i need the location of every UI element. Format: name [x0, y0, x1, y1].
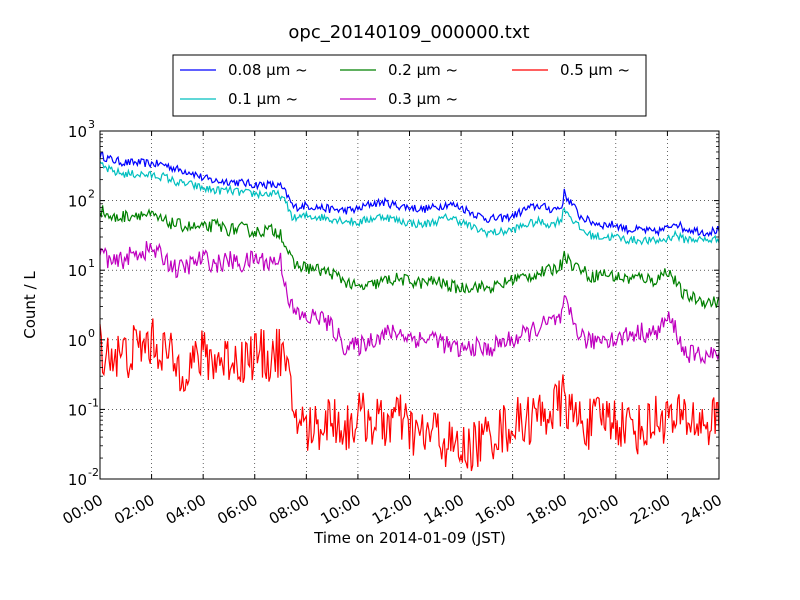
y-tick-base: 10: [68, 123, 87, 141]
legend-label: 0.2 μm ~: [388, 61, 458, 79]
y-tick-exponent: 2: [88, 188, 95, 201]
y-tick-label: 10: [68, 262, 87, 280]
x-tick-label: 06:00: [214, 491, 260, 528]
y-tick-label: 10: [68, 123, 87, 141]
series-line: [99, 241, 720, 365]
y-tick-base: 10: [68, 332, 87, 350]
legend-label: 0.1 μm ~: [228, 90, 298, 108]
x-tick-label: 08:00: [266, 491, 312, 528]
y-tick-base: 10: [68, 193, 87, 211]
chart-title: opc_20140109_000000.txt: [288, 22, 529, 43]
series-line: [99, 161, 720, 246]
y-tick-base: 10: [68, 471, 87, 489]
x-tick-label: 14:00: [421, 491, 467, 528]
y-tick-label: 10: [68, 401, 87, 419]
y-tick-exponent: -1: [88, 396, 99, 409]
x-tick-label: 16:00: [472, 491, 518, 528]
y-axis-label: Count / L: [21, 271, 39, 339]
y-tick-exponent: 1: [88, 257, 95, 270]
series-line: [99, 205, 720, 310]
x-tick-label: 04:00: [163, 491, 209, 528]
x-tick-label: 20:00: [575, 491, 621, 528]
plot-area: [99, 130, 720, 480]
y-tick-label: 10: [68, 193, 87, 211]
series-layer: [99, 151, 720, 472]
y-tick-base: 10: [68, 262, 87, 280]
legend-items: 0.08 μm ~ 0.1 μm ~ 0.2 μm ~ 0.3 μm ~ 0.5 μm …: [180, 61, 630, 108]
y-tick-exponent: 3: [88, 118, 95, 131]
x-tick-label: 22:00: [627, 491, 673, 528]
x-tick-label: 12:00: [369, 491, 415, 528]
x-axis-label: Time on 2014-01-09 (JST): [313, 529, 506, 547]
series-line: [99, 318, 720, 472]
legend-label: 0.3 μm ~: [388, 90, 458, 108]
legend-label: 0.5 μm ~: [560, 61, 630, 79]
y-tick-label: 10: [68, 332, 87, 350]
x-tick-label: 02:00: [111, 491, 157, 528]
x-tick-label: 18:00: [524, 491, 570, 528]
series-line: [99, 151, 720, 238]
y-tick-label: 10: [68, 471, 87, 489]
legend-frame: [172, 54, 647, 117]
y-tick-exponent: 0: [88, 327, 95, 340]
x-tick-labels: 00:00 02:00 04:00 06:00 08:00 10:00 12:00 14:00…: [60, 491, 725, 528]
y-tick-base: 10: [68, 401, 87, 419]
y-tick-exponent: -2: [88, 466, 99, 479]
legend-label: 0.08 μm ~: [228, 61, 308, 79]
x-tick-label: 00:00: [60, 491, 106, 528]
ticks: [99, 130, 720, 480]
x-tick-label: 10:00: [317, 491, 363, 528]
legend: 0.08 μm ~ 0.1 μm ~ 0.2 μm ~ 0.3 μm ~ 0.5 μm …: [172, 54, 647, 117]
x-tick-label: 24:00: [679, 491, 725, 528]
